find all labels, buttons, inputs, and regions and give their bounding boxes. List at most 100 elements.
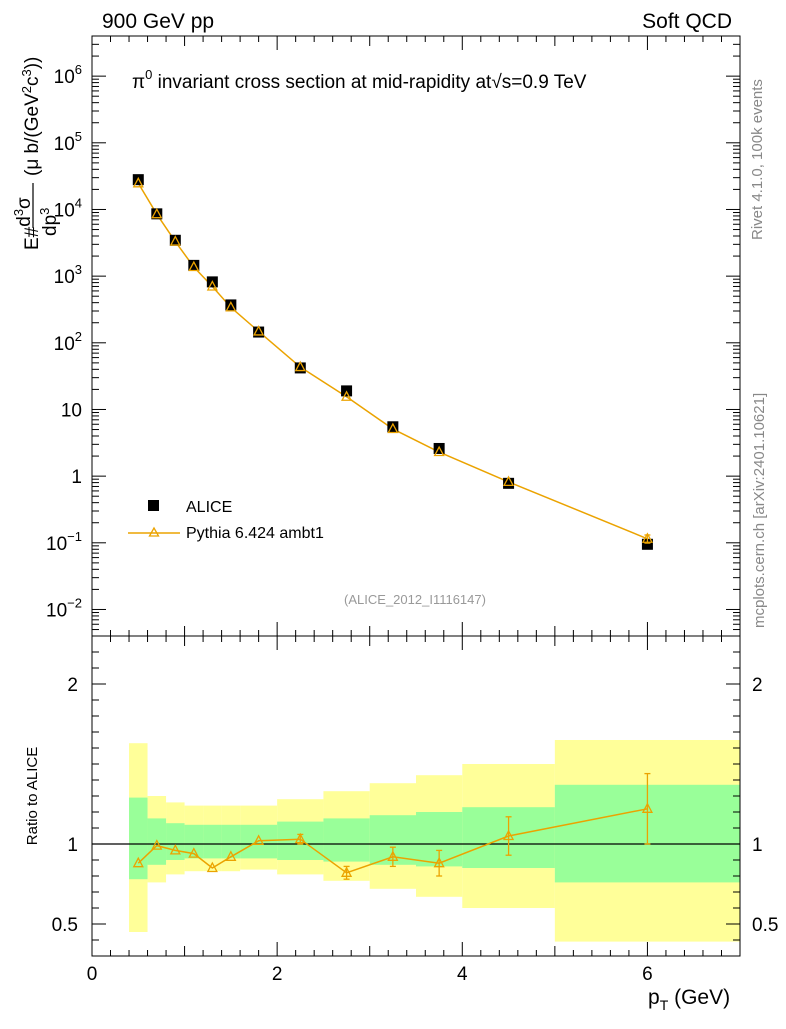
main-curves: [137, 182, 648, 540]
ratio-frame: [91, 635, 741, 957]
xlabel-p: p: [648, 986, 660, 1009]
main-y-tick-label: 10−2: [46, 595, 82, 621]
pythia-point: [340, 390, 353, 401]
main-points: [132, 174, 654, 550]
pythia-point: [294, 360, 306, 372]
main-y-tick-label: 106: [54, 62, 82, 88]
svg-text:(μ b/(GeV2c3)): (μ b/(GeV2c3)): [19, 57, 43, 176]
ratio-point: [502, 829, 515, 841]
ratio-point: [433, 856, 445, 868]
ratio-y-tick-label-right: 0.5: [752, 915, 778, 936]
x-axis-label: pT (GeV): [648, 986, 730, 1013]
pythia-point: [502, 475, 515, 487]
alice-point: [151, 208, 163, 220]
ylabel-close: )): [22, 57, 43, 70]
pythia-point: [206, 280, 218, 291]
ylabel-c: c: [22, 77, 43, 87]
legend-marker-alice: [148, 500, 159, 511]
title-mid: invariant cross section at mid-rapidity …: [152, 72, 492, 93]
tick-exponent: 6: [75, 62, 82, 77]
pythia-point: [169, 235, 181, 246]
pythia-point: [387, 422, 399, 434]
ratio-y-tick-label: 1: [67, 835, 78, 856]
legend: ALICE Pythia 6.424 ambt1: [128, 499, 324, 542]
ylabel-three: 3: [19, 69, 34, 76]
ratio-y-axis-label: Ratio to ALICE: [24, 747, 41, 845]
main-y-tick-label: 102: [54, 329, 82, 355]
tick-exponent: −2: [67, 595, 82, 610]
analysis-annotation: (ALICE_2012_I1116147): [344, 592, 486, 607]
tick-exponent: 5: [75, 129, 82, 144]
pythia-point: [132, 176, 144, 188]
alice-point: [641, 538, 653, 550]
main-y-tick-label: 1: [71, 467, 82, 488]
ratio-point: [340, 866, 353, 877]
tick-exponent: −1: [67, 529, 82, 544]
alice-point: [169, 234, 181, 246]
ratio-y-tick-label: 2: [67, 675, 78, 696]
xlabel-unit: (GeV): [668, 986, 730, 1009]
svg-text:dp3: dp3: [37, 208, 61, 236]
ratio-curve: [132, 772, 654, 880]
header-left: 900 GeV pp: [102, 10, 214, 33]
alice-point: [294, 362, 306, 374]
alice-point: [253, 326, 265, 338]
ratio-point: [132, 856, 144, 868]
ratio-ticks: [91, 635, 741, 956]
inner-uncertainty-band: [184, 824, 204, 859]
ratio-point: [169, 844, 181, 855]
ylabel-unit: (μ b/(GeV: [22, 93, 43, 176]
legend-label-alice: ALICE: [186, 499, 232, 516]
tick-exponent: 3: [75, 262, 82, 277]
svg-text:E#d3σ: E#d3σ: [11, 197, 43, 250]
title-tail: s=0.9 TeV: [502, 72, 587, 93]
title-pi: π: [132, 72, 145, 93]
ylabel-d2: dp: [40, 215, 61, 236]
alice-point: [188, 259, 200, 271]
mcplots-label: mcplots.cern.ch [arXiv:2401.10621]: [751, 393, 768, 628]
main-y-tick-label: 10−1: [46, 529, 82, 555]
inner-uncertainty-band: [221, 824, 241, 859]
main-y-tick-label: 103: [54, 262, 82, 288]
title-sqrt: √: [491, 72, 502, 93]
alice-point: [503, 477, 515, 489]
tick-base: 10: [54, 134, 75, 155]
main-ticks: [91, 35, 741, 637]
ratio-y-tick-label-right: 2: [752, 675, 763, 696]
x-tick-label: 0: [87, 964, 98, 985]
pythia-point: [151, 207, 163, 219]
ratio-tick-labels: 0.5 0.5 1 1 2 2 0 2 4 6: [52, 675, 779, 985]
tick-exponent: 2: [75, 329, 82, 344]
title-sup0: 0: [145, 67, 152, 82]
pythia-point: [188, 260, 200, 272]
ratio-point: [188, 847, 200, 858]
ratio-point: [253, 834, 265, 845]
ratio-y-tick-label: 0.5: [52, 915, 78, 936]
legend-marker-pythia: [148, 526, 160, 537]
pythia-point: [225, 300, 237, 312]
chart-title: π0 invariant cross section at mid-rapidi…: [132, 67, 587, 93]
tick-base: 10: [46, 534, 67, 555]
tick-base: 10: [61, 400, 82, 421]
x-tick-label: 2: [272, 964, 283, 985]
pythia-curve: [137, 182, 648, 540]
ylabel-s2: 3: [37, 208, 52, 215]
header-right: Soft QCD: [642, 10, 732, 33]
tick-base: 10: [54, 200, 75, 221]
ylabel-e: E#: [22, 226, 43, 250]
tick-exponent: 4: [75, 195, 82, 210]
ratio-bands: [129, 740, 740, 942]
pythia-point: [253, 325, 265, 336]
ratio-point: [225, 850, 237, 861]
pythia-point: [433, 445, 445, 457]
main-y-tick-label: 104: [54, 195, 82, 221]
ratio-point: [206, 861, 218, 873]
xlabel-t: T: [660, 997, 669, 1013]
legend-label-pythia: Pythia 6.424 ambt1: [186, 525, 324, 542]
alice-point: [433, 442, 445, 454]
ratio-point: [294, 832, 306, 844]
inner-uncertainty-band: [323, 818, 370, 862]
ratio-point: [641, 802, 654, 813]
